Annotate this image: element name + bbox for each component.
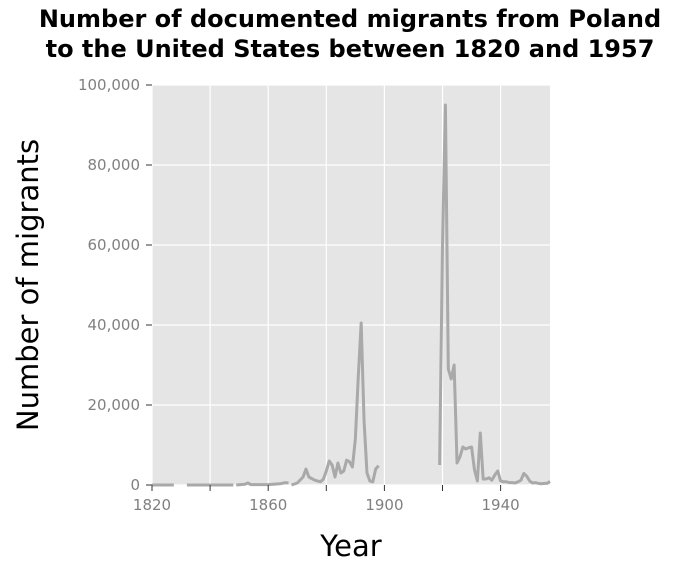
x-tick-label: 1820 [133, 496, 171, 514]
x-tick-label: 1860 [249, 496, 287, 514]
y-tick-label: 40,000 [88, 316, 141, 334]
series-line [438, 103, 551, 486]
y-tick-label: 60,000 [88, 236, 141, 254]
y-tick-label: 0 [130, 476, 140, 494]
chart-title-line-2: to the United States between 1820 and 19… [45, 35, 655, 63]
chart-title-line-1: Number of documented migrants from Polan… [38, 5, 662, 33]
plot-panel [152, 85, 550, 485]
gridlines [151, 84, 550, 486]
series-line [290, 321, 380, 487]
series-layer [152, 103, 551, 487]
y-tick-label: 20,000 [88, 396, 141, 414]
x-tick-label: 1940 [482, 496, 520, 514]
x-axis: 1820 1860 1900 1940 [133, 485, 520, 514]
y-axis: 0 20,000 40,000 60,000 80,000 100,000 [78, 76, 152, 494]
y-axis-title: Number of migrants [11, 139, 45, 431]
chart-title: Number of documented migrants from Polan… [0, 4, 700, 64]
y-tick-label: 100,000 [78, 76, 140, 94]
x-tick-label: 1900 [365, 496, 403, 514]
y-tick-label: 80,000 [88, 156, 141, 174]
series-line [236, 481, 289, 487]
x-axis-title: Year [319, 529, 381, 563]
